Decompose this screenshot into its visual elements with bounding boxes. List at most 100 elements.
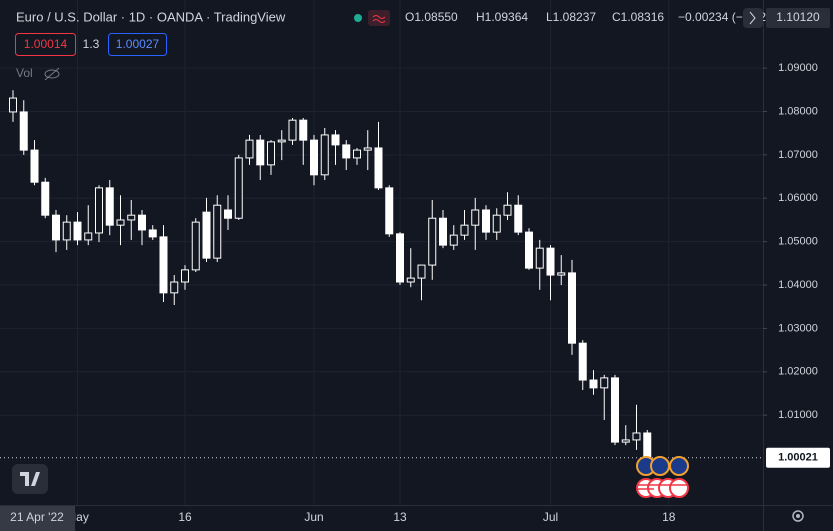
candle-body [320,134,329,176]
candle-body [353,149,361,159]
y-tick-label: 1.01000 [778,409,818,421]
candle-body [471,209,480,226]
candle-body [245,139,254,159]
crosshair-date-badge: 21 Apr '22 [0,506,75,531]
candle-body [492,214,501,233]
candle-body [138,214,146,231]
candle-body [52,214,60,241]
top-price-badge [766,8,830,28]
ohlc-low: L1.08237 [546,10,596,24]
candle-body [116,219,125,226]
candle-body [374,147,383,189]
candle-body [396,233,404,283]
x-tick-label: 13 [393,510,407,524]
candle-body [600,377,609,389]
ask-box[interactable] [108,33,167,56]
status-icon [372,15,386,23]
candle-body [525,231,533,269]
ohlc-open: O1.08550 [405,10,458,24]
candle-body [568,272,576,344]
candle-body [41,181,50,216]
candle-body [482,209,490,233]
candle-body [148,229,157,238]
candle-body [611,377,619,443]
last-price-badge [766,447,830,468]
y-tick-label: 1.03000 [778,322,818,334]
bid-price: 1.00014 [24,37,68,51]
candle-body [535,247,544,269]
candle-body [19,111,28,151]
last-price-label: 1.00021 [778,452,818,464]
candle-body [288,119,297,141]
candle-body [363,147,372,151]
candle-body [95,187,103,234]
candle-body [105,187,114,226]
candles [0,90,763,460]
axes: 1.01000 1.02000 1.03000 1.04000 1.05000 1.060… [66,62,830,524]
candle-body [385,187,394,235]
candle-body [589,379,598,389]
logo-badge[interactable] [12,464,48,494]
candle-body [202,211,211,259]
volume-label: Vol [16,66,33,80]
logo [20,472,40,486]
candle-body [62,221,71,241]
symbol-title[interactable]: Euro / U.S. Dollar · 1D · OANDA · Tradin… [16,9,286,24]
crosshair-date-bg [0,506,75,531]
candle-body [331,134,340,146]
top-price-label: 1.10120 [776,10,820,24]
spread: 1.3 [83,37,100,51]
candle-body [127,214,136,221]
candle-body [310,139,318,176]
x-tick-label: Jul [543,510,558,524]
collapse-icon [749,11,756,25]
candle-body [9,97,17,113]
x-tick-label: Jun [304,510,323,524]
x-tick-label: 18 [662,510,676,524]
visibility-icon[interactable] [44,67,60,81]
market-status [354,14,362,22]
y-tick-label: 1.04000 [778,279,818,291]
candle-body [428,217,437,266]
crosshair-date: 21 Apr '22 [10,510,64,524]
candle-body [159,236,168,294]
ohlc-close: C1.08316 [612,10,664,24]
ohlc-high: H1.09364 [476,10,528,24]
candle-body [417,264,426,279]
candle-body [460,224,469,236]
ask-price: 1.00027 [116,37,160,51]
candle-body [224,209,232,219]
candle-body [277,139,286,143]
candle-body [170,281,179,294]
candle-body [578,342,587,381]
candle-body [439,217,447,246]
y-tick-label: 1.08000 [778,105,818,117]
candle-body [621,439,630,443]
candle-body [643,432,652,459]
events[interactable] [636,456,689,498]
settings-icon[interactable] [792,510,804,522]
collapse-button[interactable] [743,8,763,28]
candle-body [557,272,566,276]
bid-box[interactable] [15,33,76,56]
candle-body [73,221,82,241]
candle-body [267,141,275,166]
candle-body [181,269,189,283]
candle-body [191,221,200,271]
y-tick-label: 1.09000 [778,62,818,74]
candle-body [30,149,39,183]
candle-body [514,204,523,233]
y-tick-label: 1.05000 [778,236,818,248]
candle-body [234,157,243,219]
candle-body [503,204,512,216]
x-tick-label: 16 [178,510,192,524]
candle-body [449,234,458,246]
y-tick-label: 1.06000 [778,192,818,204]
ohlc-change: −0.00234 (−0.22%) [678,10,781,24]
data-status [368,10,390,26]
candle-body [632,432,641,441]
candle-body [84,232,93,241]
